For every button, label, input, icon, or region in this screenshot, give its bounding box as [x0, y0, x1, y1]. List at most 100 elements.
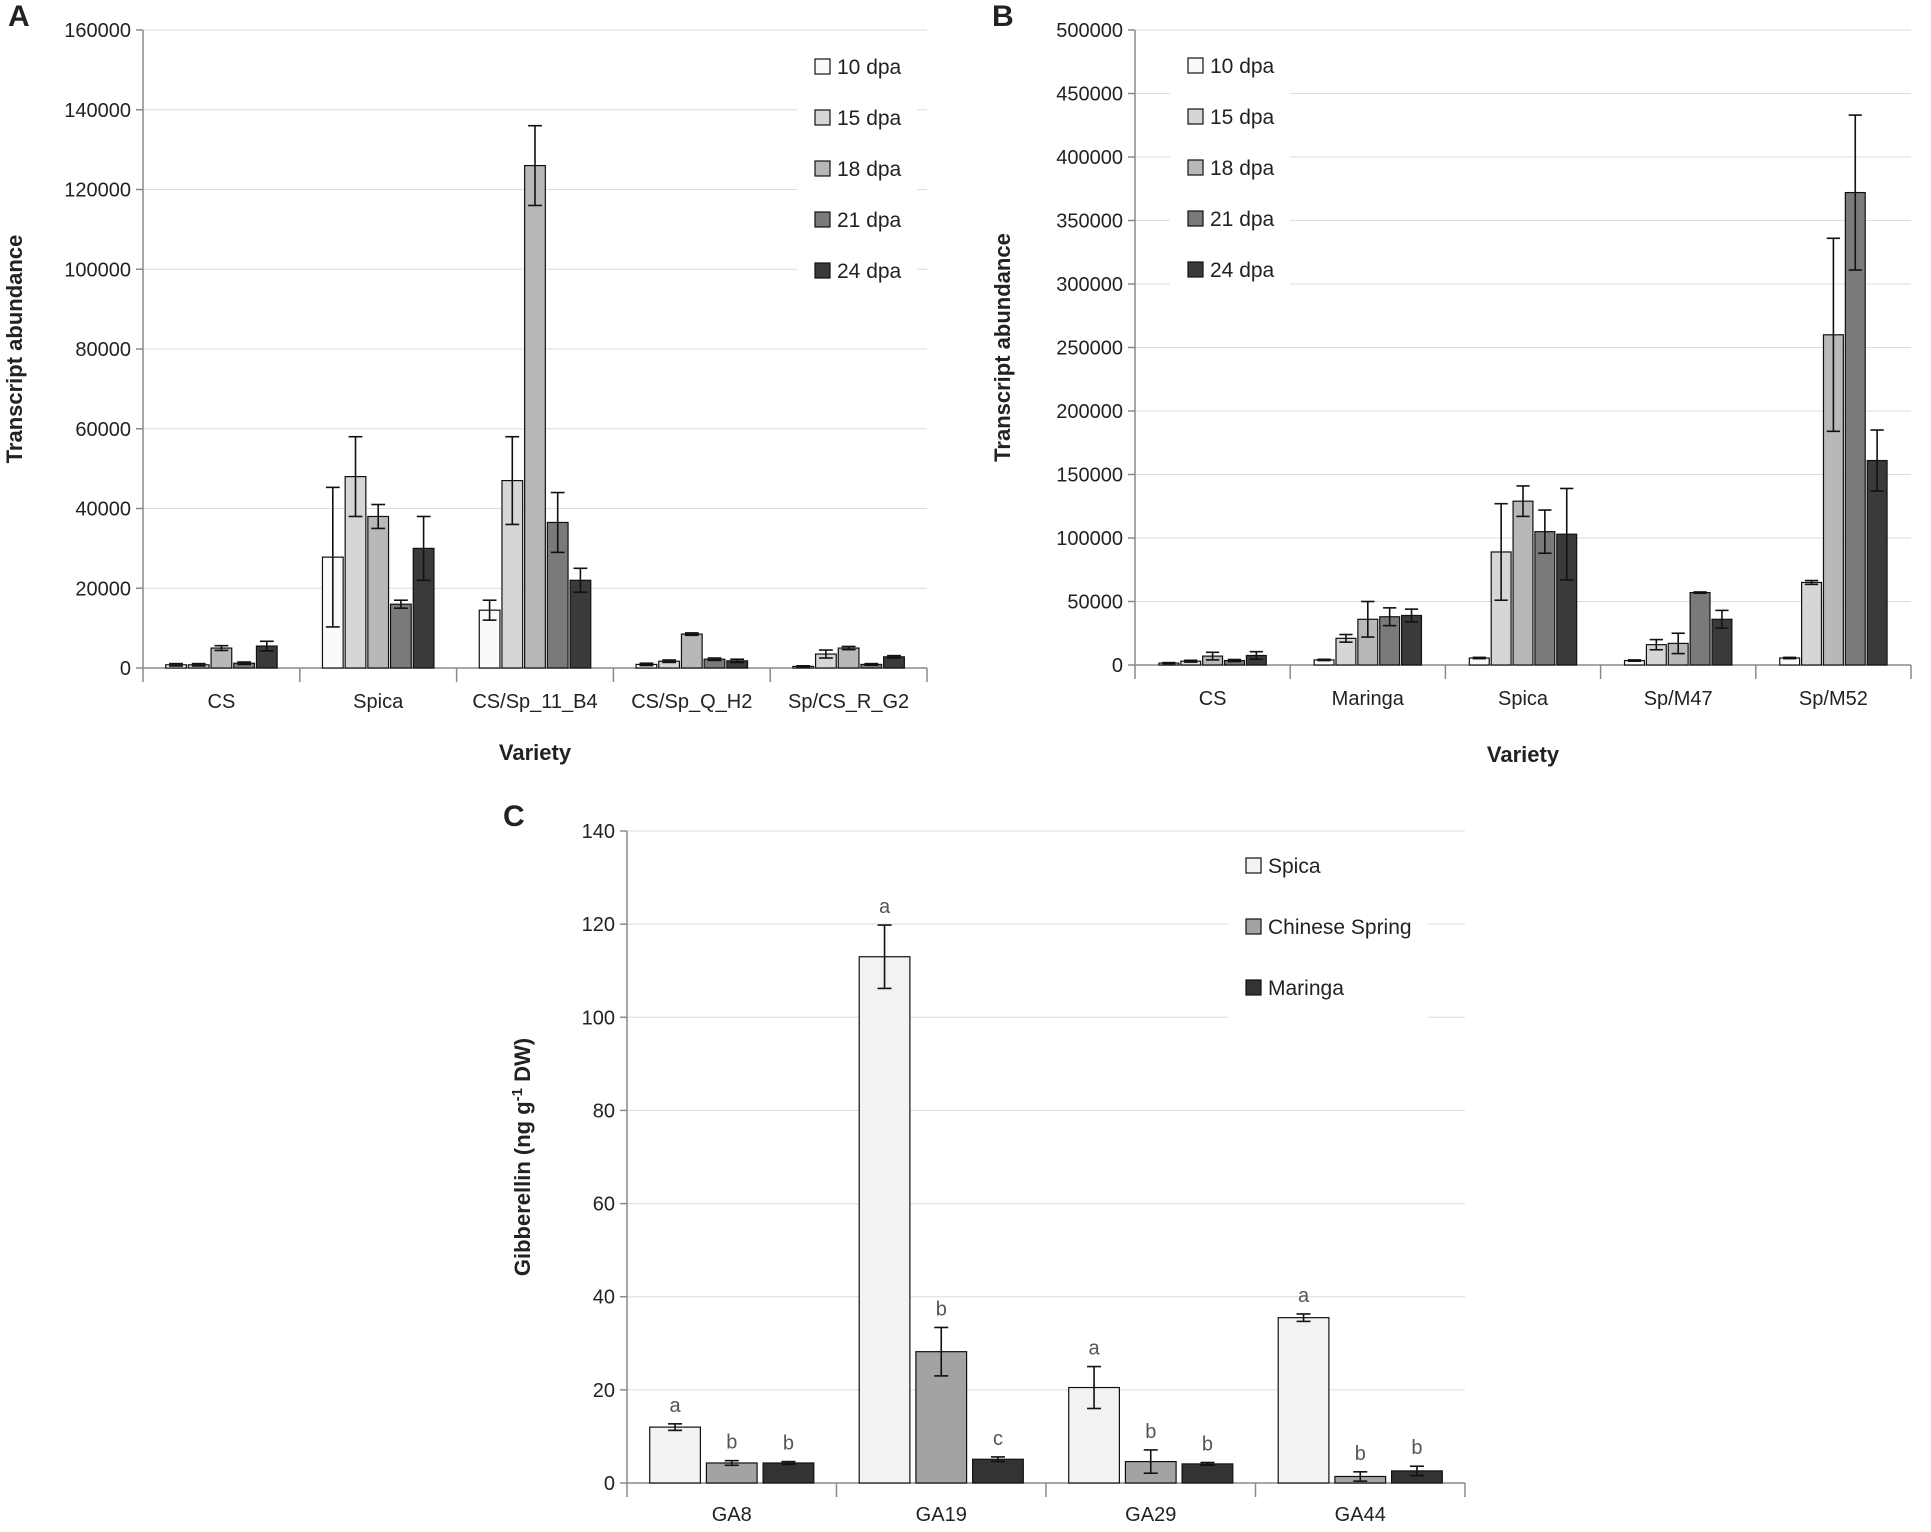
- error-bar-cs-sp-q-h2-10-dpa: [639, 662, 654, 667]
- x-tick-label-cs-sp-q-h2: CS/Sp_Q_H2: [631, 691, 752, 713]
- y-tick-label: 150000: [1056, 465, 1123, 487]
- x-tick-label-maringa: Maringa: [1332, 688, 1405, 710]
- error-bar-sp-cs-r-g2-10-dpa: [796, 665, 811, 668]
- legend-swatch-spica: [1245, 857, 1262, 874]
- legend-swatch-10-dpa: [814, 58, 831, 75]
- x-tick-label-ga8: GA8: [712, 1504, 752, 1526]
- bar-ga19-maringa: [971, 1458, 1024, 1484]
- error-bar-sp-m52-24-dpa: [1870, 429, 1884, 492]
- chart-a: 0 20000 40000 60000 80000 100000 120000 140000 1…: [2, 20, 928, 765]
- panel-letter-c: C: [503, 800, 525, 833]
- legend-label-18-dpa: 18 dpa: [1210, 157, 1275, 180]
- error-bar-sp-m47-10-dpa: [1627, 659, 1642, 662]
- error-bar-sp-m52-15-dpa: [1804, 579, 1819, 586]
- error-bar-ga44-spica: [1296, 1313, 1311, 1323]
- y-tick-label: 140000: [64, 100, 131, 122]
- x-tick-label-sp-m52: Sp/M52: [1799, 688, 1868, 710]
- legend-label-24-dpa: 24 dpa: [837, 260, 902, 283]
- error-bar-cs-24-dpa: [259, 640, 274, 652]
- error-bar-cs-15-dpa: [191, 662, 206, 667]
- error-bar-ga44-maringa: [1409, 1465, 1424, 1477]
- y-tick-label: 120: [582, 914, 615, 936]
- error-bar-ga29-chinese-spring: [1143, 1449, 1158, 1475]
- x-axis-title: Variety: [499, 740, 572, 765]
- error-bar-ga19-maringa: [990, 1456, 1005, 1463]
- legend-swatch-chinese-spring: [1245, 918, 1262, 935]
- significance-letter-ga44-maringa: b: [1411, 1437, 1422, 1459]
- legend-label-18-dpa: 18 dpa: [837, 158, 902, 181]
- error-bar-cs-sp-q-h2-21-dpa: [707, 657, 722, 662]
- error-bar-maringa-15-dpa: [1339, 633, 1353, 643]
- bar-sp-m52-15-dpa: [1801, 581, 1823, 666]
- error-bar-cs-sp-11-b4-10-dpa: [482, 599, 497, 621]
- bar-sp-m47-21-dpa: [1689, 592, 1711, 666]
- x-tick-label-sp-m47: Sp/M47: [1644, 688, 1713, 710]
- x-tick-label-spica: Spica: [1498, 688, 1549, 710]
- y-tick-label: 160000: [64, 20, 131, 42]
- chart-c: 0 20 40 60 80 100 120 140 GA8 GA19 GA29 GA44 a a a a b b b…: [509, 821, 1466, 1526]
- y-axis-title: Gibberellin (ng g-1 DW): [509, 1038, 536, 1276]
- error-bar-cs-21-dpa: [1227, 658, 1242, 663]
- x-axis-title: Variety: [1487, 742, 1560, 767]
- error-bar-sp-cs-r-g2-21-dpa: [864, 662, 879, 667]
- y-tick-label: 120000: [64, 180, 131, 202]
- bar-cs-sp-11-b4-24-dpa: [569, 579, 592, 669]
- legend-swatch-18-dpa: [814, 160, 831, 177]
- legend-swatch-15-dpa: [814, 109, 831, 126]
- error-bar-ga8-spica: [668, 1423, 683, 1432]
- legend-swatch-maringa: [1245, 979, 1262, 996]
- legend-swatch-21-dpa: [1187, 210, 1204, 227]
- y-tick-label: 60: [593, 1194, 615, 1216]
- bar-cs-sp-q-h2-18-dpa: [680, 633, 703, 669]
- significance-letter-ga8-chinese-spring: b: [726, 1432, 737, 1454]
- y-axis-title: Transcript abundance: [2, 235, 27, 464]
- bar-spica-18-dpa: [367, 515, 390, 669]
- legend-label-maringa: Maringa: [1268, 977, 1344, 1000]
- x-tick-label-cs: CS: [208, 691, 236, 713]
- error-bar-cs-18-dpa: [1205, 651, 1220, 661]
- bar-spica-18-dpa: [1512, 500, 1534, 666]
- x-tick-label-ga29: GA29: [1125, 1504, 1176, 1526]
- error-bar-spica-21-dpa: [1538, 509, 1552, 555]
- x-tick-label-sp-cs-r-g2: Sp/CS_R_G2: [788, 691, 909, 713]
- error-bar-spica-21-dpa: [393, 599, 408, 609]
- significance-letter-ga19-spica: a: [879, 896, 891, 918]
- error-bar-ga29-maringa: [1200, 1461, 1215, 1467]
- legend-label-15-dpa: 15 dpa: [837, 107, 902, 130]
- error-bar-cs-sp-11-b4-24-dpa: [573, 567, 588, 594]
- bar-ga19-spica: [858, 956, 911, 1484]
- y-axis-title: Transcript abundance: [990, 233, 1015, 462]
- error-bar-cs-sp-11-b4-15-dpa: [505, 435, 520, 526]
- error-bar-sp-m52-18-dpa: [1826, 237, 1841, 433]
- y-tick-label: 40: [593, 1287, 615, 1309]
- significance-letter-ga44-spica: a: [1298, 1285, 1310, 1307]
- y-tick-label: 20: [593, 1380, 615, 1402]
- error-bar-sp-m47-24-dpa: [1715, 609, 1729, 629]
- error-bar-cs-21-dpa: [237, 661, 251, 666]
- y-tick-label: 50000: [1067, 592, 1123, 614]
- significance-letter-ga19-maringa: c: [993, 1428, 1003, 1450]
- legend-label-21-dpa: 21 dpa: [837, 209, 902, 232]
- x-tick-label-ga44: GA44: [1335, 1504, 1386, 1526]
- error-bar-spica-15-dpa: [1494, 502, 1508, 602]
- error-bar-spica-10-dpa: [325, 486, 340, 628]
- error-bar-cs-10-dpa: [1162, 661, 1176, 665]
- legend: Spica Chinese Spring Maringa: [1228, 836, 1428, 1033]
- bar-ga44-spica: [1277, 1317, 1330, 1484]
- x-tick-label-ga19: GA19: [916, 1504, 967, 1526]
- y-tick-label: 100000: [1056, 528, 1123, 550]
- panel-letter-a: A: [8, 0, 30, 33]
- x-tick-label-spica: Spica: [353, 691, 404, 713]
- error-bar-spica-24-dpa: [1560, 487, 1574, 581]
- x-tick-label-cs: CS: [1199, 688, 1227, 710]
- bar-cs-sp-11-b4-18-dpa: [524, 164, 546, 669]
- chart-b: 0 50000 100000 150000 200000 250000 300000 3500…: [990, 20, 1912, 767]
- significance-letter-ga29-chinese-spring: b: [1145, 1421, 1156, 1443]
- legend-swatch-24-dpa: [814, 262, 831, 279]
- legend-label-15-dpa: 15 dpa: [1210, 106, 1275, 129]
- y-tick-label: 500000: [1056, 20, 1123, 42]
- y-tick-label: 60000: [75, 419, 131, 441]
- significance-letter-ga44-chinese-spring: b: [1355, 1443, 1366, 1465]
- y-tick-label: 450000: [1056, 84, 1123, 106]
